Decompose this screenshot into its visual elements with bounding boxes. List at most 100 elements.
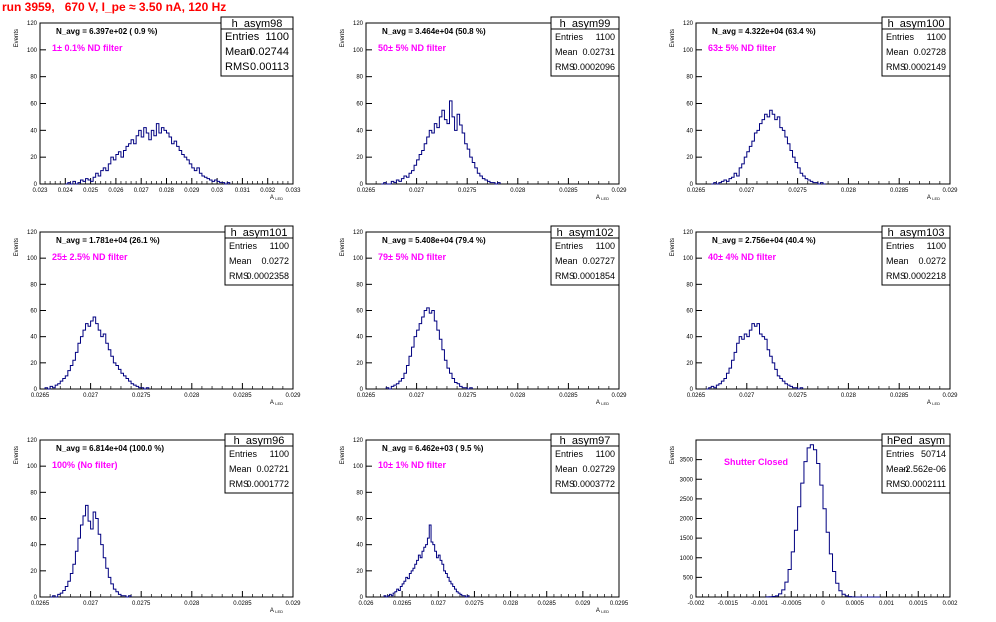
- x-tick-label: 0.0265: [357, 188, 376, 194]
- x-tick-label: 0.0275: [788, 188, 807, 194]
- stats-value: 0.0002111: [905, 479, 946, 489]
- x-axis-title: A LED: [270, 195, 283, 201]
- x-tick-label: 0.027: [409, 393, 425, 399]
- y-tick-label: 2000: [680, 517, 694, 523]
- x-tick-label: 0.0295: [610, 601, 629, 607]
- histogram-panel-h_asym98: 0.023 0.024 0.025 0.026 0.027 0.028 0.029 0.03 0…: [14, 16, 301, 201]
- stats-value: 0.02744: [249, 46, 289, 58]
- histogram-panel-h_asym103: 0.0265 0.027 0.0275 0.028 0.0285 0.029 0 20 40 60…: [670, 225, 958, 406]
- histogram-series: [65, 123, 231, 185]
- y-tick-label: 80: [30, 75, 37, 81]
- x-tick-label: 0.0265: [687, 393, 706, 399]
- stats-key: Entries: [229, 241, 258, 251]
- navg-label: N_avg = 6.462e+03 ( 9.5 %): [382, 444, 484, 453]
- x-tick-label: 0.0285: [559, 188, 578, 194]
- stats-box: [220, 16, 294, 77]
- y-tick-label: 60: [356, 102, 363, 108]
- stats-value: 1100: [927, 32, 946, 42]
- filter-label: 40± 4% ND filter: [708, 252, 776, 262]
- histogram-series: [381, 100, 501, 185]
- histogram-panel-h_asym99: 0.0265 0.027 0.0275 0.028 0.0285 0.029 0 20 40 60…: [340, 16, 627, 201]
- stats-key: Mean: [229, 464, 252, 474]
- y-tick-label: 100: [27, 256, 38, 262]
- y-axis-title: Events: [340, 29, 346, 47]
- stats-title: h_asym97: [560, 435, 611, 447]
- y-tick-label: 60: [30, 309, 37, 315]
- x-tick-label: 0.0285: [233, 601, 252, 607]
- y-tick-label: 40: [30, 543, 37, 549]
- x-tick-label: 0.0285: [890, 393, 909, 399]
- y-tick-label: 2500: [680, 497, 694, 503]
- stats-value: 0.02731: [582, 47, 615, 57]
- x-axis-title: A LED: [596, 400, 609, 406]
- x-tick-label: 0.029: [285, 393, 301, 399]
- stats-value: 0.00113: [250, 61, 289, 73]
- x-tick-label: 0.026: [108, 188, 124, 194]
- histogram-series: [706, 323, 804, 390]
- x-tick-label: -0.0005: [781, 601, 802, 607]
- y-tick-label: 0: [34, 387, 38, 393]
- x-tick-label: 0.029: [285, 601, 301, 607]
- y-tick-label: 120: [27, 438, 38, 444]
- stats-title: h_asym103: [888, 227, 945, 239]
- x-tick-label: 0.0275: [132, 601, 151, 607]
- y-tick-label: 1000: [680, 556, 694, 562]
- stats-title: hPed_asym: [887, 435, 945, 447]
- y-tick-label: 120: [353, 230, 364, 236]
- stats-key: Entries: [225, 31, 260, 43]
- stats-title: h_asym96: [234, 435, 285, 447]
- y-tick-label: 100: [353, 256, 364, 262]
- x-tick-label: 0.029: [611, 393, 627, 399]
- y-tick-label: 100: [353, 464, 364, 470]
- x-axis-title: A LED: [927, 195, 940, 201]
- y-tick-label: 100: [683, 48, 694, 54]
- x-tick-label: 0.027: [431, 601, 447, 607]
- filter-label: Shutter Closed: [724, 457, 788, 467]
- y-tick-label: 40: [30, 335, 37, 341]
- stats-box: [881, 433, 951, 494]
- y-tick-label: 80: [356, 75, 363, 81]
- stats-value: 0.02729: [582, 464, 615, 474]
- y-tick-label: 20: [30, 569, 37, 575]
- y-tick-label: 0: [360, 387, 364, 393]
- x-tick-label: -0.002: [687, 601, 705, 607]
- histogram-panel-h_asym102: 0.0265 0.027 0.0275 0.028 0.0285 0.029 0 20 40 60…: [340, 225, 627, 406]
- stats-value: 0.0001772: [246, 479, 289, 489]
- y-tick-label: 60: [356, 309, 363, 315]
- stats-key: RMS: [886, 271, 906, 281]
- stats-title: h_asym99: [560, 18, 611, 30]
- histogram-panel-h_asym97: 0.026 0.0265 0.027 0.0275 0.028 0.0285 0.029 0.…: [340, 433, 629, 614]
- navg-label: N_avg = 3.464e+04 (50.8 %): [382, 27, 486, 36]
- stats-value: 0.0002218: [903, 271, 946, 281]
- stats-key: RMS: [225, 61, 249, 73]
- y-tick-label: 120: [683, 21, 694, 27]
- x-tick-label: 0.029: [611, 188, 627, 194]
- x-axis-title: A LED: [270, 608, 283, 614]
- x-tick-label: 0.025: [83, 188, 99, 194]
- x-axis-title: A LED: [927, 400, 940, 406]
- stats-box: [224, 433, 294, 494]
- histogram-panel-h_asym96: 0.0265 0.027 0.0275 0.028 0.0285 0.029 0 20 40 60…: [14, 433, 301, 614]
- y-tick-label: 20: [356, 569, 363, 575]
- x-tick-label: 0.029: [575, 601, 591, 607]
- filter-label: 1± 0.1% ND filter: [52, 43, 123, 53]
- stats-title: h_asym98: [232, 18, 283, 30]
- y-tick-label: 40: [356, 543, 363, 549]
- x-tick-label: 0.0265: [31, 601, 50, 607]
- x-tick-label: 0: [821, 601, 825, 607]
- x-axis-title: A LED: [596, 195, 609, 201]
- y-tick-label: 0: [690, 182, 694, 188]
- y-tick-label: 40: [686, 335, 693, 341]
- x-tick-label: 0.029: [942, 188, 958, 194]
- stats-box: [550, 433, 620, 494]
- navg-label: N_avg = 6.397e+02 ( 0.9 %): [56, 27, 158, 36]
- x-tick-label: 0.0285: [233, 393, 252, 399]
- stats-key: RMS: [229, 479, 249, 489]
- stats-key: Mean: [555, 464, 578, 474]
- stats-title: h_asym100: [888, 18, 945, 30]
- stats-key: RMS: [229, 271, 249, 281]
- y-tick-label: 120: [683, 230, 694, 236]
- stats-value: 0.0001854: [572, 271, 615, 281]
- x-tick-label: 0.0265: [393, 601, 412, 607]
